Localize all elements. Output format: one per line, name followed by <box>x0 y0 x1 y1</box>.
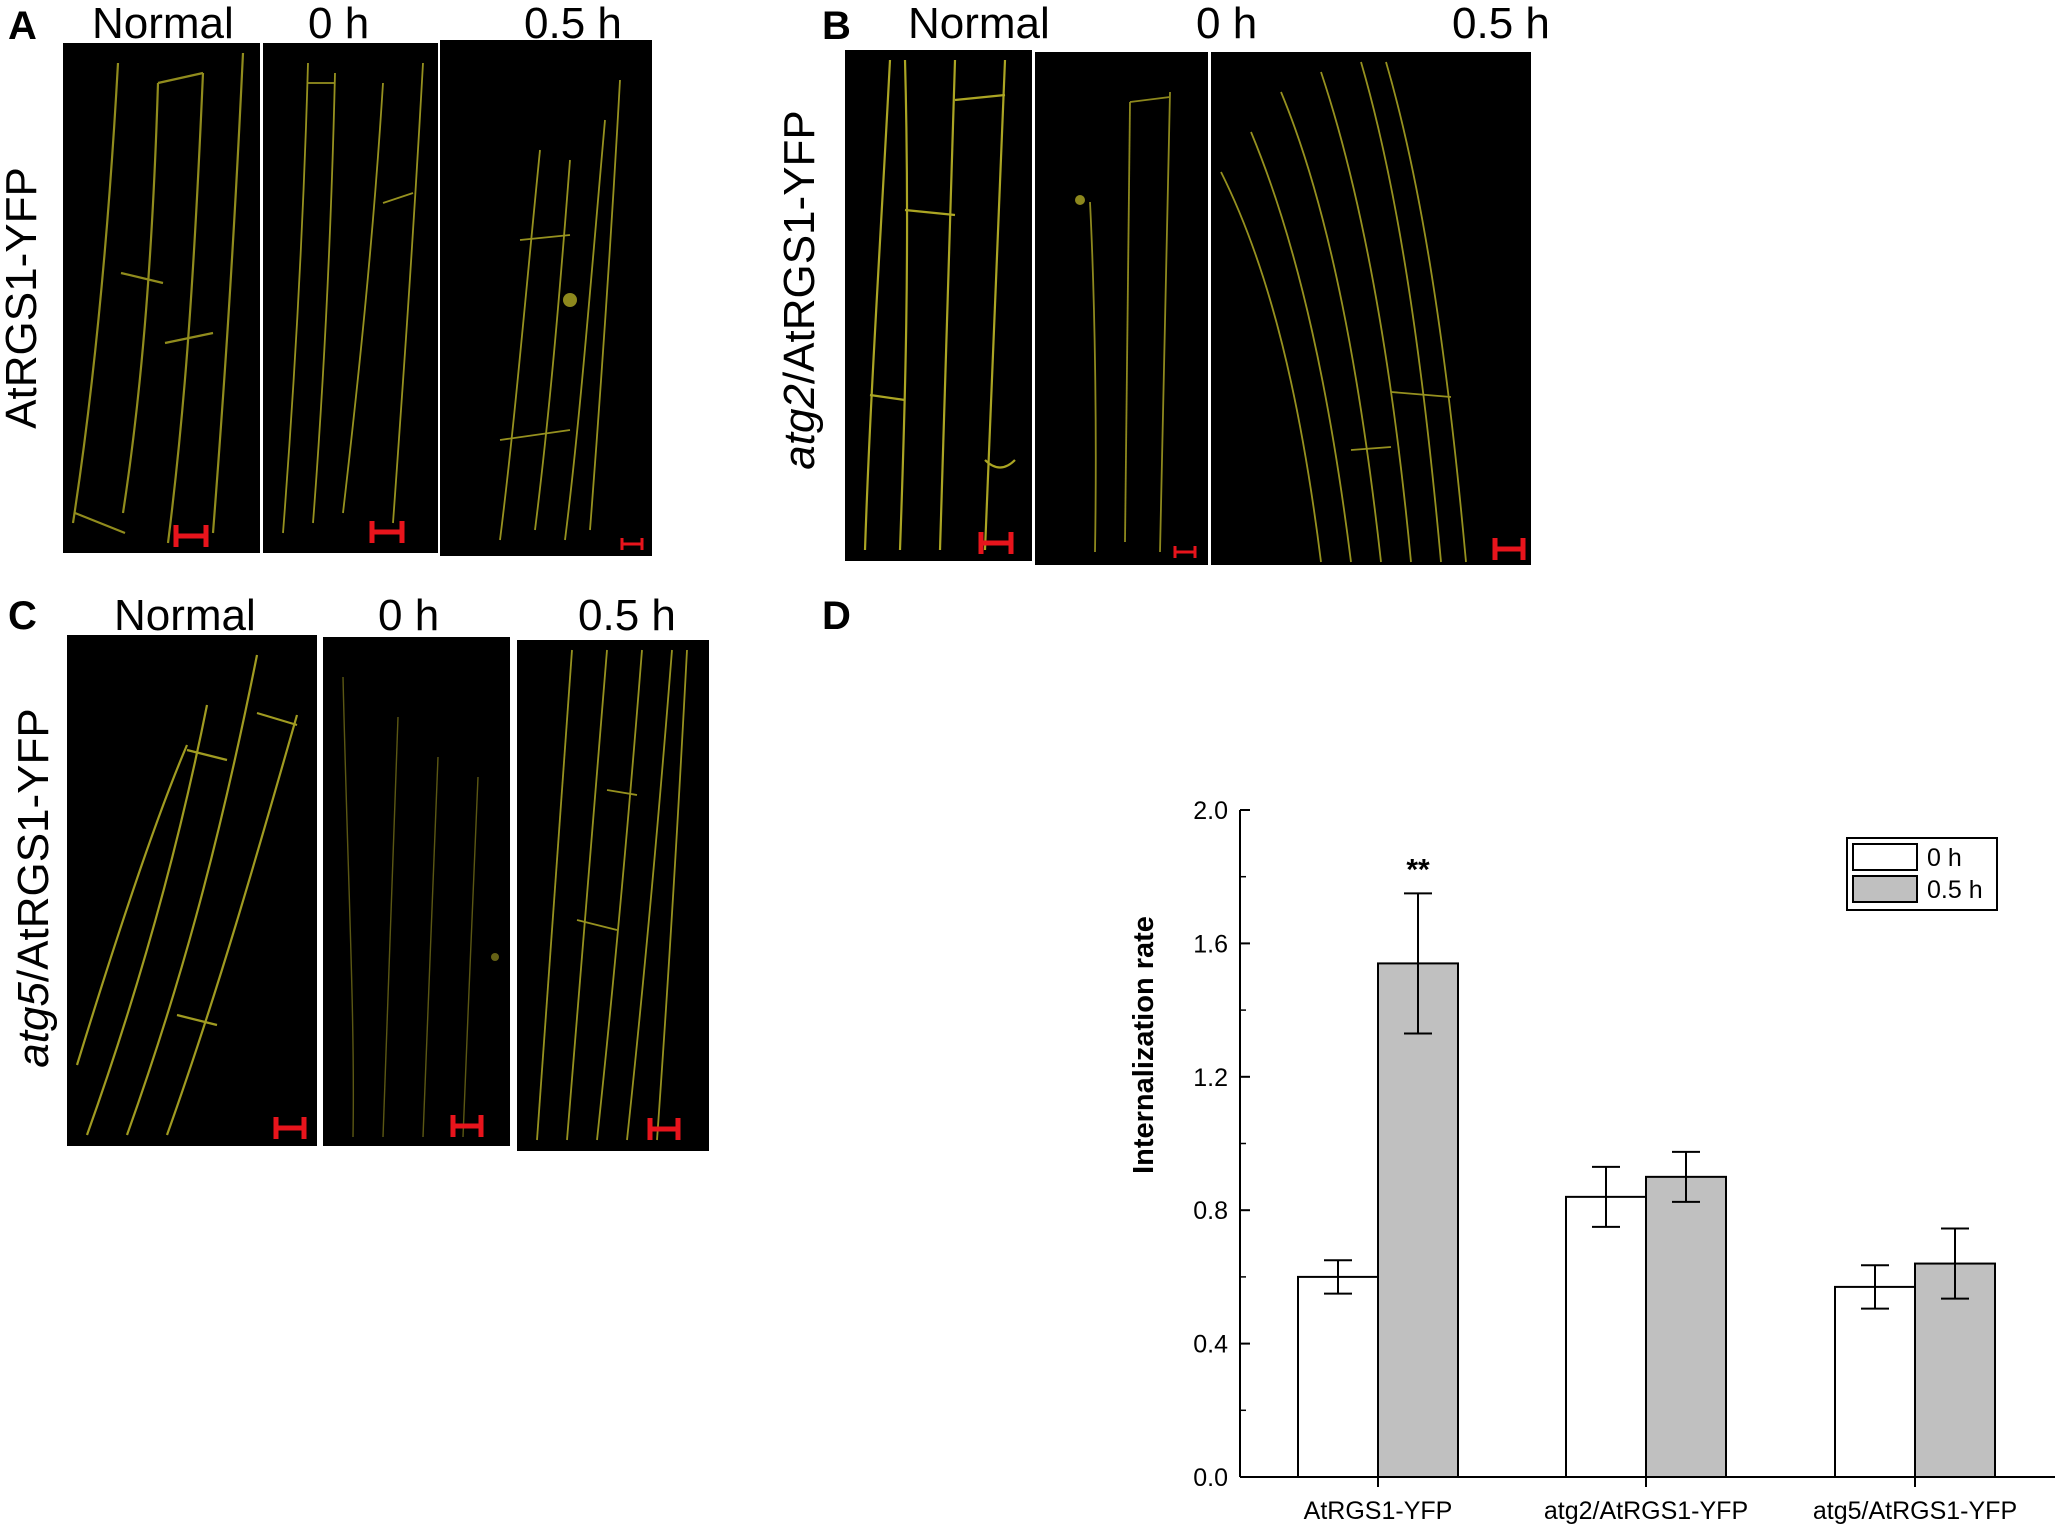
chart-legend-box <box>1846 837 1998 911</box>
panel-a-row-label: AtRGS1-YFP <box>0 167 46 429</box>
chart-y-tick-label: 0.0 <box>1193 1464 1228 1492</box>
panel-c-row-label-italic: atg5 <box>9 982 58 1068</box>
panel-a-letter: A <box>8 4 37 48</box>
panel-b-col-05h: 0.5 h <box>1452 0 1550 48</box>
chart-y-tick-label: 1.6 <box>1193 930 1228 958</box>
chart-y-axis-label: Internalization rate <box>1128 916 1160 1174</box>
panel-a-col-normal: Normal <box>92 0 234 48</box>
micrograph-a-normal <box>63 43 260 553</box>
panel-a-col-0h: 0 h <box>308 0 370 48</box>
panel-b-col-0h: 0 h <box>1196 0 1258 48</box>
panel-c-row-label: atg5/AtRGS1-YFP <box>9 708 58 1068</box>
micrograph-b-0h <box>1035 52 1208 565</box>
micrograph-c-0h <box>323 637 510 1146</box>
panel-b-row-label: atg2/AtRGS1-YFP <box>775 110 824 470</box>
chart-x-tick-label: atg5/AtRGS1-YFP <box>1813 1497 2017 1525</box>
panel-b-letter: B <box>822 4 851 48</box>
chart-legend-label: 0.5 h <box>1927 876 1983 904</box>
chart-x-tick-label: AtRGS1-YFP <box>1304 1497 1453 1525</box>
panel-a-col-05h: 0.5 h <box>524 0 622 48</box>
chart-y-tick-label: 1.2 <box>1193 1064 1228 1092</box>
panel-c-col-normal: Normal <box>114 591 256 640</box>
micrograph-a-05h <box>440 40 652 556</box>
micrograph-c-normal <box>67 635 317 1146</box>
chart-legend-label: 0 h <box>1927 844 1962 872</box>
panel-c-col-05h: 0.5 h <box>578 591 676 640</box>
chart-bar <box>1834 1285 1916 1479</box>
chart-significance-annotation: ** <box>1406 853 1430 886</box>
micrograph-a-0h <box>263 43 438 553</box>
chart-y-tick-label: 2.0 <box>1193 797 1228 825</box>
chart-bar <box>1914 1262 1996 1479</box>
panel-c-row-label-rest: /AtRGS1-YFP <box>9 708 58 983</box>
panel-c-letter: C <box>8 594 37 638</box>
chart-legend-swatch <box>1852 875 1918 903</box>
panel-b-row-label-italic: atg2 <box>775 384 824 470</box>
chart-bar <box>1645 1175 1727 1478</box>
chart-y-tick-label: 0.4 <box>1193 1331 1228 1359</box>
panel-d-letter: D <box>822 594 851 638</box>
micrograph-c-05h <box>517 640 709 1151</box>
chart-legend-swatch <box>1852 843 1918 871</box>
chart-y-tick-label: 0.8 <box>1193 1197 1228 1225</box>
micrograph-b-normal <box>845 50 1032 561</box>
panel-b-col-normal: Normal <box>908 0 1050 48</box>
panel-c-col-0h: 0 h <box>378 591 440 640</box>
chart-x-tick-label: atg2/AtRGS1-YFP <box>1544 1497 1748 1525</box>
micrograph-b-05h <box>1211 52 1531 565</box>
chart-bar <box>1565 1195 1647 1478</box>
chart-bar <box>1297 1275 1379 1479</box>
chart-bar <box>1377 962 1459 1478</box>
panel-b-row-label-rest: /AtRGS1-YFP <box>775 110 824 385</box>
